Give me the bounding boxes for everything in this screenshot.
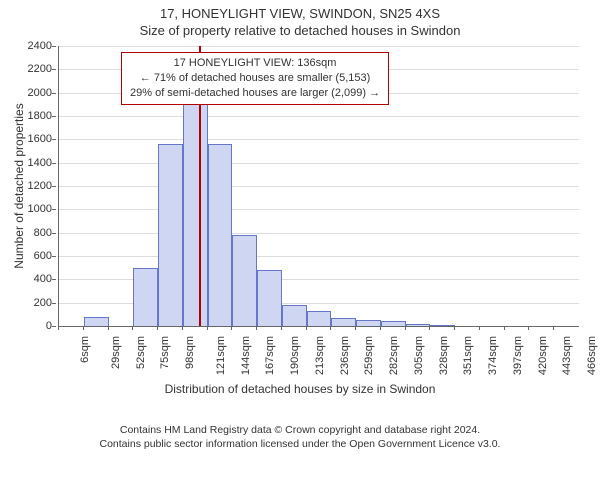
y-tick-label: 2000	[0, 87, 52, 99]
bar	[133, 268, 158, 326]
x-tick-mark	[405, 326, 406, 330]
y-tick-label: 800	[0, 227, 52, 239]
grid-line	[59, 46, 579, 47]
x-tick-label: 420sqm	[537, 336, 549, 375]
x-tick-label: 351sqm	[463, 336, 475, 375]
x-tick-mark	[157, 326, 158, 330]
bar	[331, 318, 356, 326]
x-tick-mark	[355, 326, 356, 330]
x-tick-label: 52sqm	[135, 336, 147, 369]
x-tick-mark	[281, 326, 282, 330]
bar	[232, 235, 257, 326]
info-line-1: 17 HONEYLIGHT VIEW: 136sqm	[130, 56, 380, 71]
info-line-3: 29% of semi-detached houses are larger (…	[130, 86, 380, 101]
title-sub: Size of property relative to detached ho…	[0, 23, 600, 38]
bar	[257, 270, 282, 326]
grid-line	[59, 209, 579, 210]
x-tick-mark	[528, 326, 529, 330]
y-tick-label: 1200	[0, 180, 52, 192]
x-tick-label: 443sqm	[562, 336, 574, 375]
x-tick-label: 259sqm	[364, 336, 376, 375]
bar	[307, 311, 332, 326]
x-tick-mark	[231, 326, 232, 330]
chart-titles: 17, HONEYLIGHT VIEW, SWINDON, SN25 4XS S…	[0, 0, 600, 38]
x-tick-mark	[380, 326, 381, 330]
x-tick-mark	[429, 326, 430, 330]
x-tick-mark	[479, 326, 480, 330]
grid-line	[59, 233, 579, 234]
x-tick-mark	[83, 326, 84, 330]
y-tick-label: 1600	[0, 133, 52, 145]
y-tick-label: 1000	[0, 203, 52, 215]
bar	[406, 324, 431, 326]
x-tick-label: 213sqm	[314, 336, 326, 375]
x-tick-label: 75sqm	[159, 336, 171, 369]
info-box: 17 HONEYLIGHT VIEW: 136sqm ← 71% of deta…	[121, 52, 389, 105]
y-tick-label: 600	[0, 250, 52, 262]
x-tick-mark	[58, 326, 59, 330]
bar	[430, 325, 455, 326]
x-axis-label: Distribution of detached houses by size …	[0, 382, 600, 396]
x-tick-label: 29sqm	[110, 336, 122, 369]
y-tick-label: 0	[0, 320, 52, 332]
x-tick-mark	[330, 326, 331, 330]
y-tick-label: 400	[0, 273, 52, 285]
grid-line	[59, 256, 579, 257]
x-tick-label: 190sqm	[289, 336, 301, 375]
grid-line	[59, 186, 579, 187]
x-tick-mark	[553, 326, 554, 330]
grid-line	[59, 139, 579, 140]
x-tick-mark	[454, 326, 455, 330]
x-tick-label: 328sqm	[438, 336, 450, 375]
x-tick-mark	[132, 326, 133, 330]
info-line-2: ← 71% of detached houses are smaller (5,…	[130, 71, 380, 86]
footer-line-1: Contains HM Land Registry data © Crown c…	[0, 424, 600, 438]
x-tick-label: 98sqm	[184, 336, 196, 369]
x-tick-mark	[256, 326, 257, 330]
x-tick-label: 305sqm	[413, 336, 425, 375]
footer-line-2: Contains public sector information licen…	[0, 438, 600, 452]
x-tick-label: 144sqm	[240, 336, 252, 375]
bar	[381, 321, 406, 326]
y-tick-label: 1800	[0, 110, 52, 122]
x-tick-mark	[108, 326, 109, 330]
x-tick-label: 121sqm	[215, 336, 227, 375]
bar	[84, 317, 109, 326]
footer: Contains HM Land Registry data © Crown c…	[0, 424, 600, 451]
x-tick-label: 374sqm	[487, 336, 499, 375]
chart-area: Number of detached properties 0200400600…	[0, 38, 600, 418]
x-tick-label: 236sqm	[339, 336, 351, 375]
x-tick-label: 6sqm	[79, 336, 91, 363]
grid-line	[59, 116, 579, 117]
x-tick-mark	[182, 326, 183, 330]
bar	[356, 320, 381, 326]
bar	[183, 100, 208, 326]
x-tick-mark	[306, 326, 307, 330]
y-tick-label: 1400	[0, 157, 52, 169]
title-main: 17, HONEYLIGHT VIEW, SWINDON, SN25 4XS	[0, 6, 600, 21]
x-tick-label: 282sqm	[388, 336, 400, 375]
x-tick-label: 397sqm	[512, 336, 524, 375]
x-tick-mark	[207, 326, 208, 330]
x-tick-label: 466sqm	[586, 336, 598, 375]
grid-line	[59, 163, 579, 164]
y-tick-label: 2400	[0, 40, 52, 52]
bar	[158, 144, 183, 326]
y-tick-label: 200	[0, 297, 52, 309]
x-tick-label: 167sqm	[264, 336, 276, 375]
plot-region: 17 HONEYLIGHT VIEW: 136sqm ← 71% of deta…	[58, 46, 579, 327]
x-tick-mark	[504, 326, 505, 330]
y-tick-label: 2200	[0, 63, 52, 75]
bar	[282, 305, 307, 326]
bar	[208, 144, 233, 326]
